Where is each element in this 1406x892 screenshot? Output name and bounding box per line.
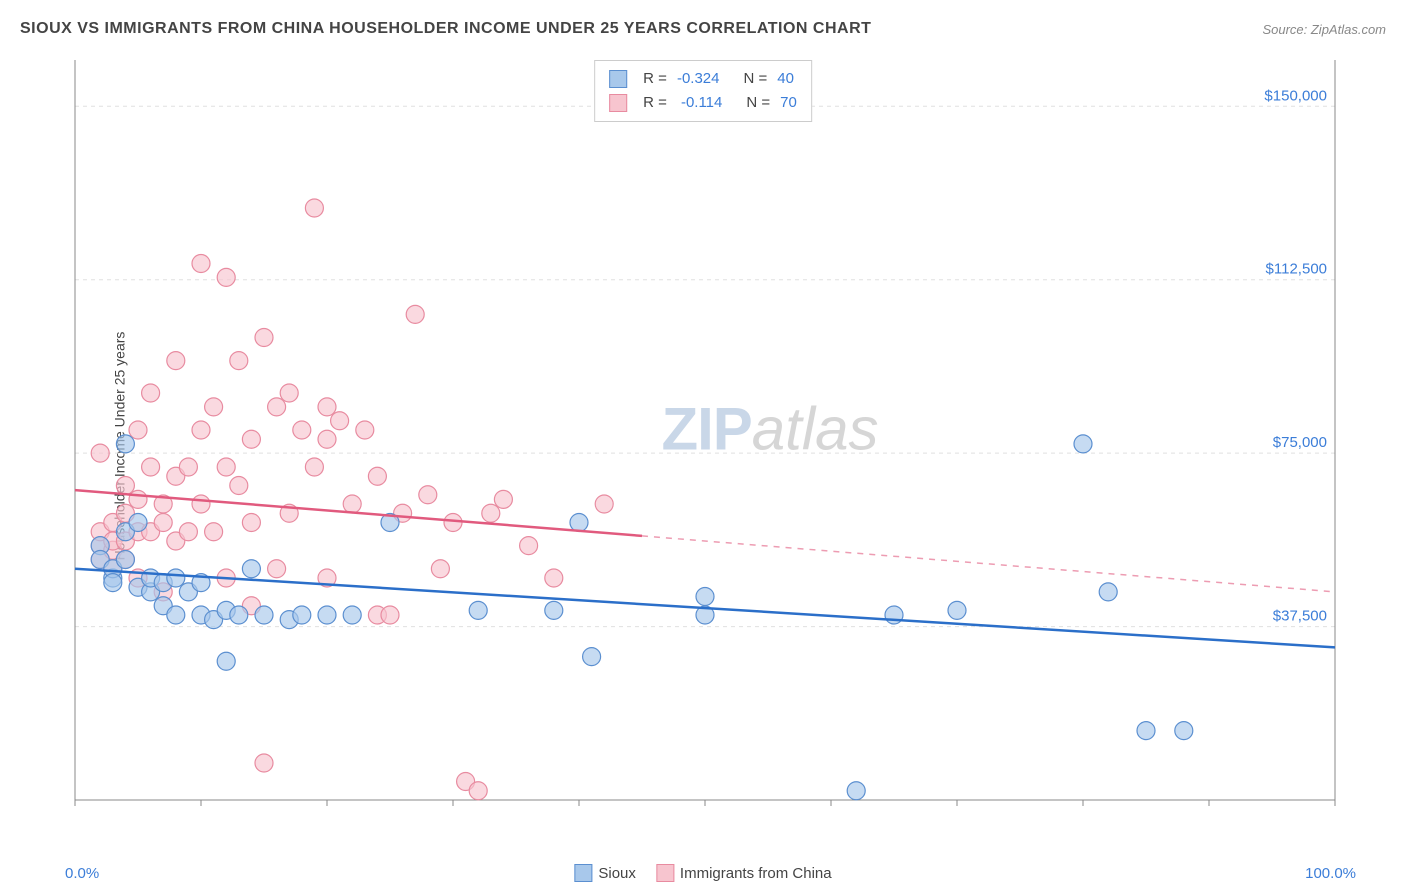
svg-text:$150,000: $150,000 [1264, 87, 1327, 104]
legend-swatch-china [656, 864, 674, 882]
legend-label-china: Immigrants from China [680, 865, 832, 882]
chart-title: SIOUX VS IMMIGRANTS FROM CHINA HOUSEHOLD… [20, 20, 871, 38]
scatter-chart: $37,500$75,000$112,500$150,000 ZIPatlas [55, 55, 1355, 835]
r-value-china: -0.114 [681, 91, 722, 115]
n-label: N = [746, 91, 770, 115]
n-value-sioux: 40 [777, 67, 794, 91]
legend-item-china: Immigrants from China [656, 864, 832, 882]
n-label: N = [743, 67, 767, 91]
correlation-stats-box: R = -0.324 N = 40 R = -0.114 N = 70 [594, 60, 812, 122]
chart-svg: $37,500 $75,000 $112,500 $150,000 [55, 55, 1355, 835]
svg-text:$112,500: $112,500 [1266, 261, 1327, 278]
stats-row-china: R = -0.114 N = 70 [609, 91, 797, 115]
r-label: R = [643, 91, 667, 115]
r-value-sioux: -0.324 [677, 67, 720, 91]
svg-text:$37,500: $37,500 [1273, 608, 1327, 625]
x-axis-min-label: 0.0% [65, 865, 99, 882]
legend-label-sioux: Sioux [598, 865, 636, 882]
legend: Sioux Immigrants from China [574, 864, 831, 882]
source-attribution: Source: ZipAtlas.com [1262, 22, 1386, 37]
swatch-sioux [609, 70, 627, 88]
n-value-china: 70 [780, 91, 797, 115]
x-axis-max-label: 100.0% [1305, 865, 1356, 882]
svg-text:$75,000: $75,000 [1273, 434, 1327, 451]
legend-item-sioux: Sioux [574, 864, 636, 882]
r-label: R = [643, 67, 667, 91]
legend-swatch-sioux [574, 864, 592, 882]
header-bar: SIOUX VS IMMIGRANTS FROM CHINA HOUSEHOLD… [20, 20, 1386, 38]
stats-row-sioux: R = -0.324 N = 40 [609, 67, 797, 91]
swatch-china [609, 94, 627, 112]
